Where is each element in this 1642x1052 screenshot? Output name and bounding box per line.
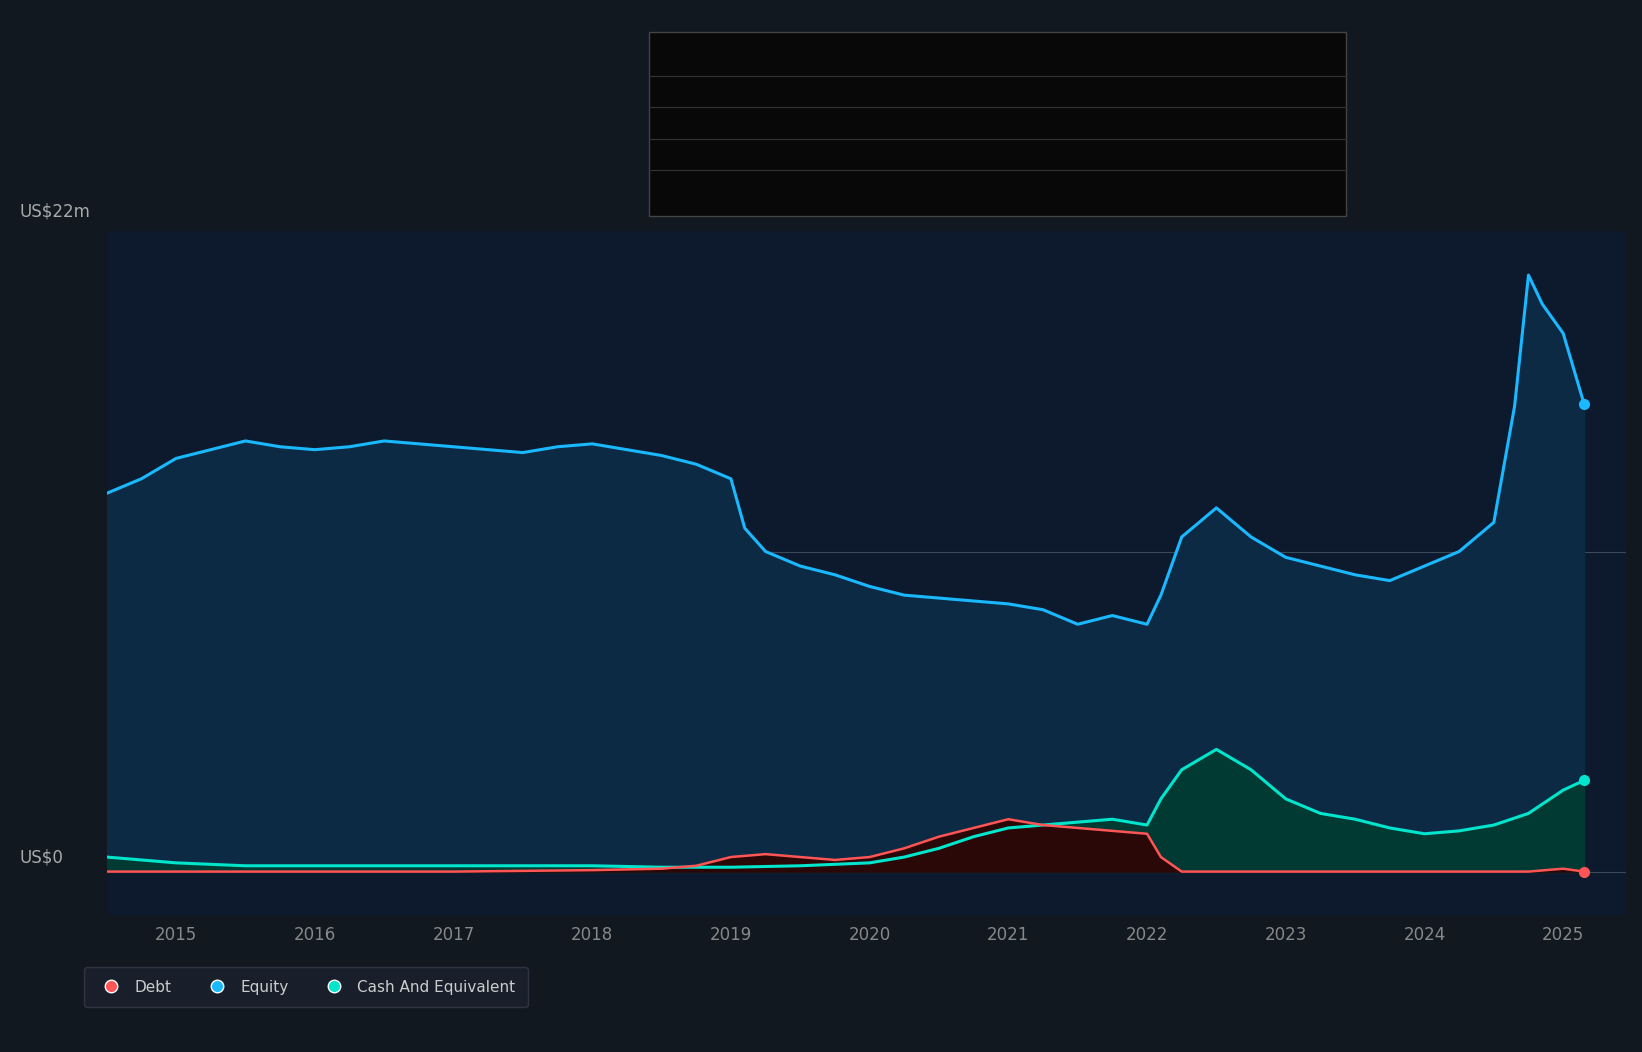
Text: Mar 31 2025: Mar 31 2025 [668,44,795,62]
Legend: Debt, Equity, Cash And Equivalent: Debt, Equity, Cash And Equivalent [84,967,527,1007]
Text: US$3.132m: US$3.132m [1010,174,1098,187]
Text: US$0: US$0 [1010,79,1051,93]
Text: Equity: Equity [668,110,713,124]
Text: US$22m: US$22m [20,203,90,221]
Text: 0% Debt/Equity Ratio: 0% Debt/Equity Ratio [1010,142,1159,156]
Text: US$0: US$0 [20,848,64,867]
Text: Debt: Debt [668,79,701,93]
Text: US$16.085m: US$16.085m [1010,110,1108,124]
Text: Cash And Equivalent: Cash And Equivalent [668,174,813,187]
